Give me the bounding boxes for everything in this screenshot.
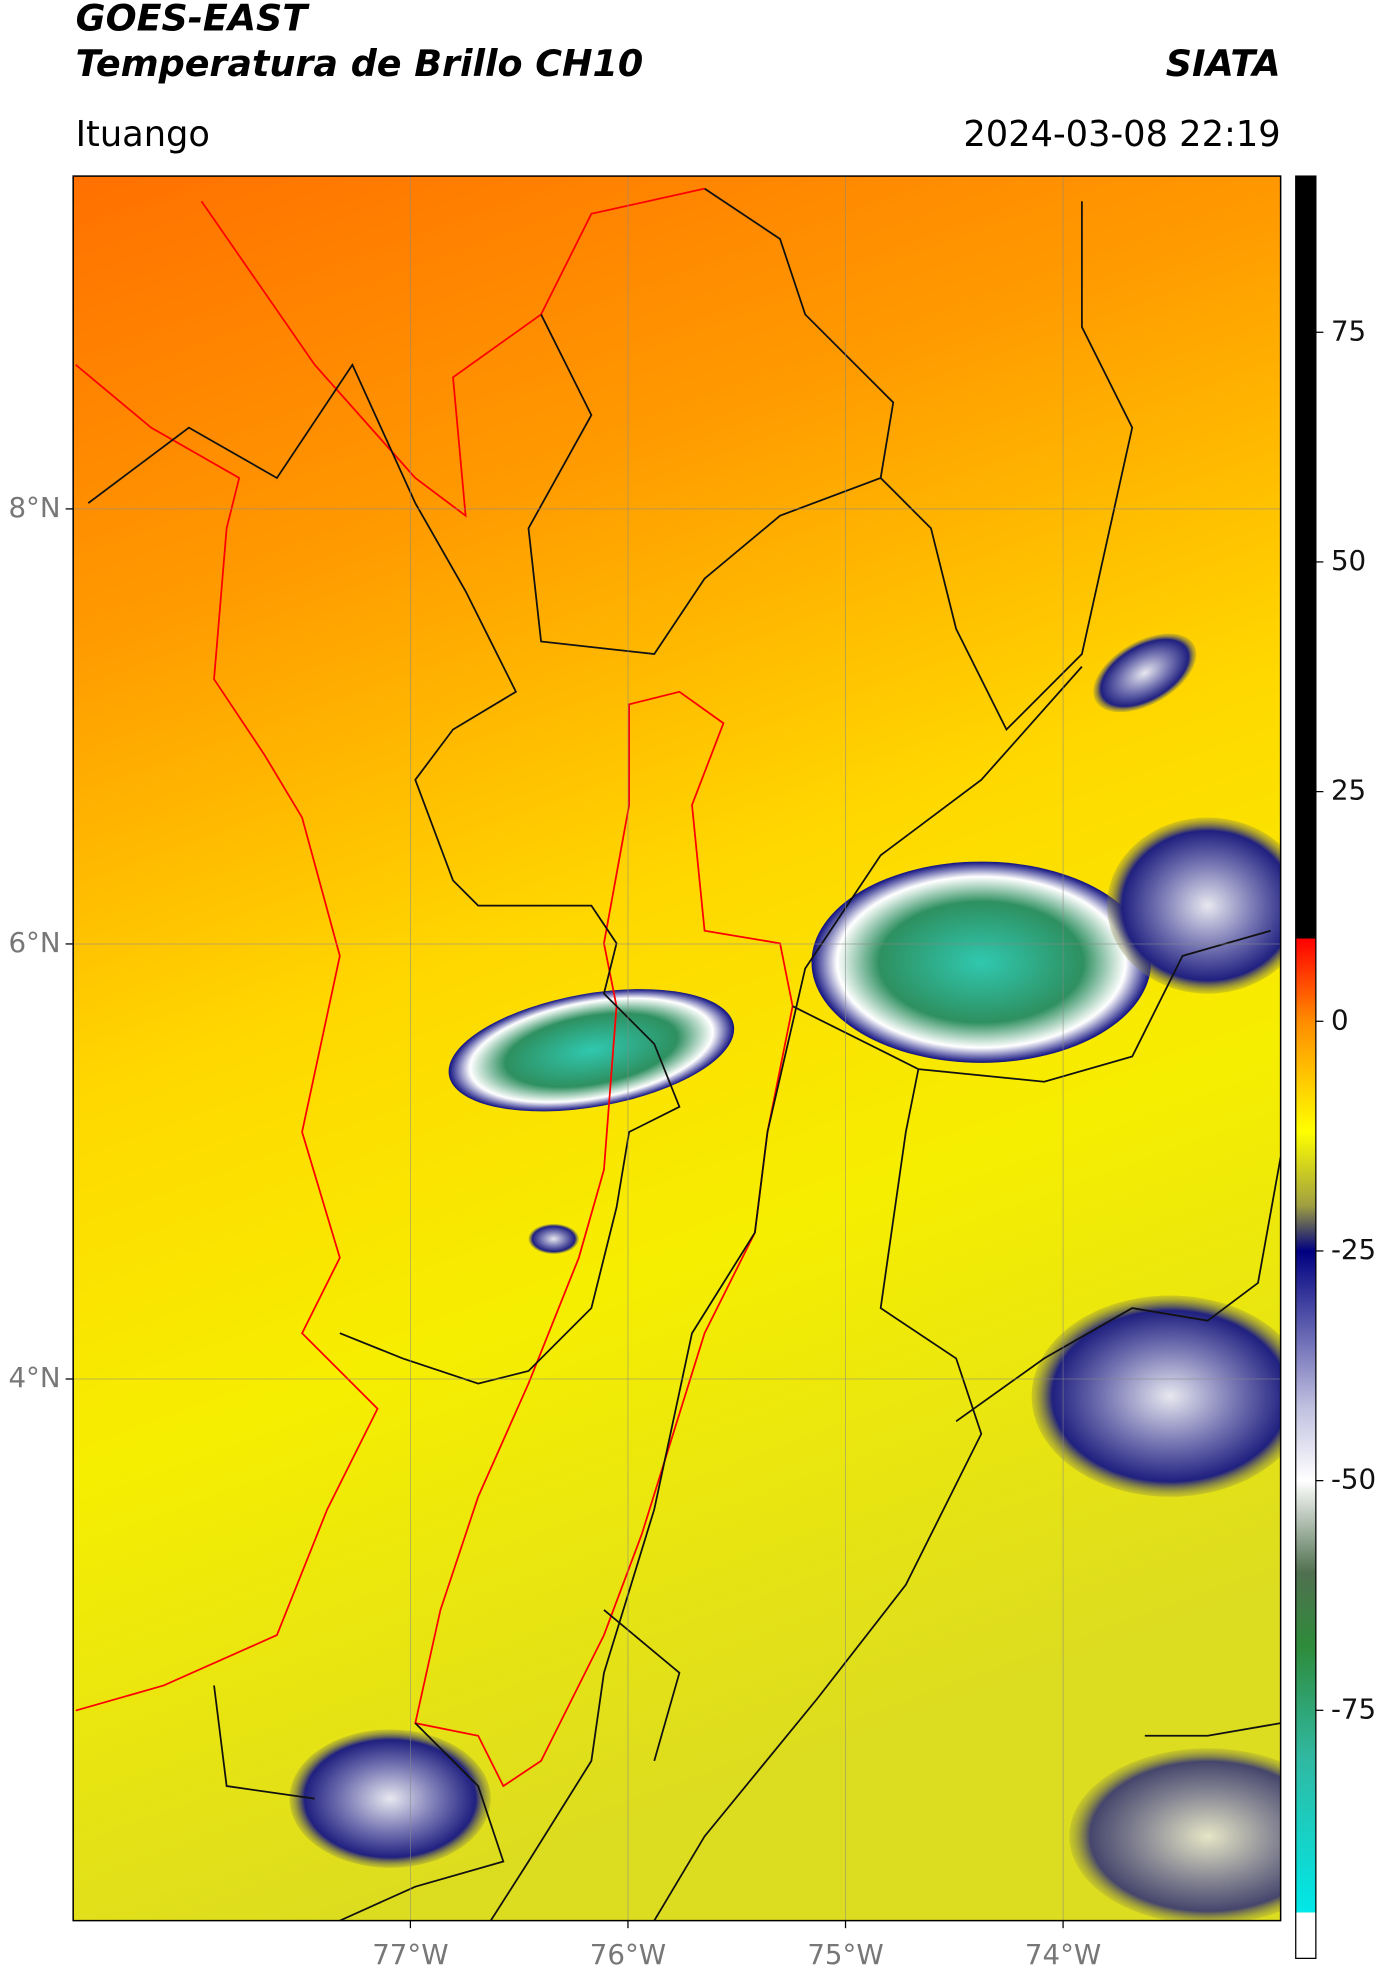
source: SIATA xyxy=(1166,42,1281,85)
coastline xyxy=(200,187,705,518)
colorbar-tick-label: -25 xyxy=(1331,1233,1376,1266)
cloud xyxy=(448,989,735,1112)
cloud xyxy=(1093,633,1197,713)
map-frame xyxy=(72,175,1282,1922)
colorbar-tick-label: 75 xyxy=(1331,314,1366,347)
cloud xyxy=(1031,1295,1281,1497)
datetime: 2024-03-08 22:19 xyxy=(963,114,1280,155)
grid xyxy=(73,176,1281,1921)
admin-border xyxy=(87,362,681,1385)
colorbar-tick-label: 0 xyxy=(1331,1003,1349,1036)
x-tick-label: 75°W xyxy=(807,1938,883,1971)
cloud xyxy=(1107,817,1281,994)
y-tick-label: 6°N xyxy=(8,926,60,959)
cloud xyxy=(289,1729,491,1868)
title: GOES-EAST xyxy=(76,0,311,40)
x-tick-label: 76°W xyxy=(590,1938,666,1971)
colorbar-tick-label: -75 xyxy=(1331,1692,1376,1725)
admin-border xyxy=(653,929,1271,1921)
subtitle: Temperatura de Brillo CH10 xyxy=(76,42,644,85)
y-tick-label: 8°N xyxy=(8,491,60,524)
admin-border xyxy=(955,1156,1281,1737)
map xyxy=(73,176,1281,1921)
y-tick-label: 4°N xyxy=(8,1361,60,1394)
colorbar-tick-label: -50 xyxy=(1331,1463,1376,1496)
admin-border xyxy=(213,1609,681,1921)
admin-border xyxy=(880,201,1134,731)
admin-border xyxy=(490,666,1083,1921)
colorbar-tick-label: 50 xyxy=(1331,544,1366,577)
cloud xyxy=(528,1223,579,1255)
x-tick-label: 74°W xyxy=(1025,1938,1101,1971)
colorbar-tick-label: 25 xyxy=(1331,774,1366,807)
cloud xyxy=(811,861,1152,1063)
x-tick-label: 77°W xyxy=(372,1938,448,1971)
coastline xyxy=(75,364,379,1712)
cloud xyxy=(1069,1748,1281,1921)
region-border xyxy=(414,690,794,1788)
colorbar xyxy=(1295,175,1317,1959)
location: Ituango xyxy=(76,114,210,155)
admin-border xyxy=(527,187,895,655)
